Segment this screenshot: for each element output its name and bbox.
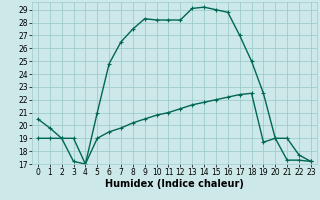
X-axis label: Humidex (Indice chaleur): Humidex (Indice chaleur): [105, 179, 244, 189]
